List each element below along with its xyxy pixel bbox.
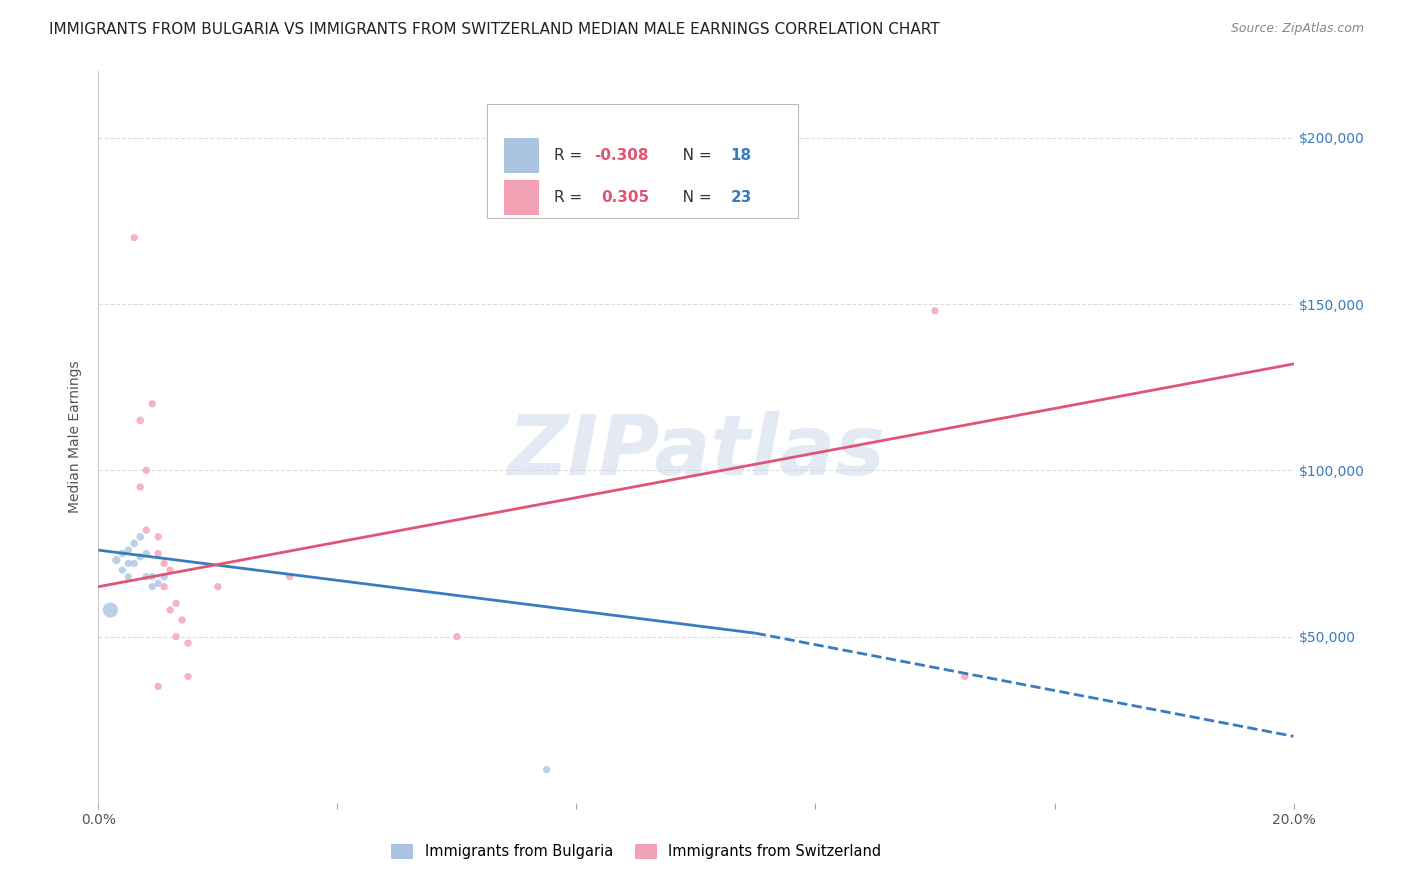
Point	[148, 680, 170, 694]
Point	[124, 230, 146, 244]
Text: 0.305: 0.305	[602, 190, 650, 205]
Y-axis label: Median Male Earnings: Median Male Earnings	[69, 360, 83, 514]
Point	[117, 570, 139, 584]
Point	[924, 303, 946, 318]
Point	[129, 480, 152, 494]
Point	[165, 596, 187, 610]
Bar	[503, 137, 540, 173]
Text: N =: N =	[668, 190, 717, 205]
Point	[129, 413, 152, 427]
Point	[135, 570, 157, 584]
Point	[129, 549, 152, 564]
Text: 23: 23	[731, 190, 752, 205]
Point	[135, 523, 157, 537]
Point	[129, 530, 152, 544]
Point	[124, 536, 146, 550]
Legend: Immigrants from Bulgaria, Immigrants from Switzerland: Immigrants from Bulgaria, Immigrants fro…	[385, 838, 887, 865]
Point	[177, 669, 200, 683]
Point	[117, 557, 139, 571]
Point	[153, 580, 176, 594]
Point	[148, 576, 170, 591]
Text: R =: R =	[554, 148, 586, 163]
Point	[172, 613, 194, 627]
Point	[135, 463, 157, 477]
Text: N =: N =	[668, 148, 717, 163]
Point	[98, 603, 122, 617]
Point	[153, 557, 176, 571]
Text: -0.308: -0.308	[595, 148, 650, 163]
Point	[446, 630, 468, 644]
FancyBboxPatch shape	[486, 104, 797, 218]
Text: IMMIGRANTS FROM BULGARIA VS IMMIGRANTS FROM SWITZERLAND MEDIAN MALE EARNINGS COR: IMMIGRANTS FROM BULGARIA VS IMMIGRANTS F…	[49, 22, 939, 37]
Text: ZIPatlas: ZIPatlas	[508, 411, 884, 492]
Point	[536, 763, 558, 777]
Point	[278, 570, 301, 584]
Bar	[503, 179, 540, 215]
Point	[165, 630, 187, 644]
Point	[159, 563, 181, 577]
Point	[141, 570, 163, 584]
Point	[111, 563, 134, 577]
Point	[105, 553, 128, 567]
Point	[141, 580, 163, 594]
Point	[135, 546, 157, 560]
Point	[141, 397, 163, 411]
Point	[148, 530, 170, 544]
Point	[148, 546, 170, 560]
Point	[953, 669, 976, 683]
Text: Source: ZipAtlas.com: Source: ZipAtlas.com	[1230, 22, 1364, 36]
Point	[207, 580, 229, 594]
Text: 18: 18	[731, 148, 752, 163]
Point	[177, 636, 200, 650]
Point	[117, 543, 139, 558]
Point	[124, 557, 146, 571]
Point	[111, 546, 134, 560]
Point	[159, 603, 181, 617]
Point	[153, 570, 176, 584]
Text: R =: R =	[554, 190, 592, 205]
